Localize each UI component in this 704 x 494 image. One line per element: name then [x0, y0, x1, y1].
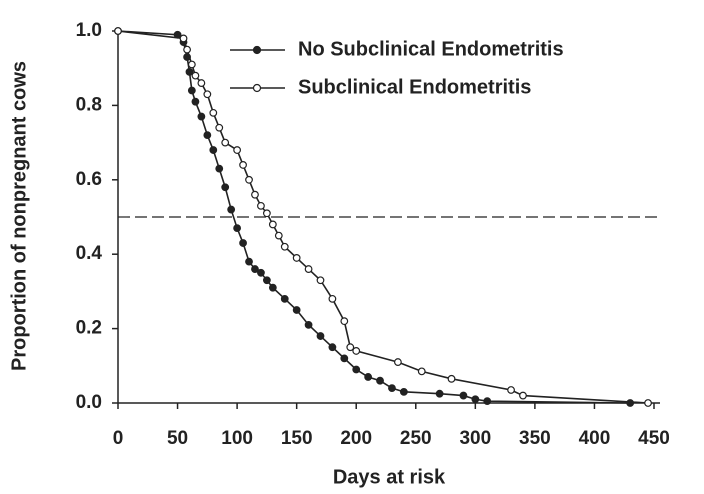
x-tick-label: 200	[340, 428, 372, 449]
data-point	[644, 399, 652, 407]
data-point	[399, 387, 408, 396]
data-point	[233, 146, 242, 154]
x-tick-label: 350	[519, 428, 551, 449]
data-point	[251, 265, 259, 273]
data-point	[292, 306, 301, 314]
data-point	[388, 384, 396, 393]
data-point	[245, 257, 253, 266]
data-point	[417, 367, 426, 376]
y-tick-label: 0.8	[76, 94, 102, 115]
data-point	[304, 265, 313, 273]
data-point	[268, 220, 277, 229]
x-tick-label: 50	[167, 428, 188, 449]
data-point	[185, 68, 194, 76]
x-tick-label: 400	[579, 428, 611, 449]
y-tick-label: 0.6	[76, 169, 102, 190]
data-point	[221, 138, 230, 147]
y-axis-title: Proportion of nonpregnant cows	[8, 61, 30, 371]
data-point	[262, 209, 271, 218]
data-point	[197, 112, 206, 121]
data-point	[114, 27, 122, 35]
x-tick-label: 150	[281, 428, 313, 449]
data-point	[280, 242, 289, 251]
data-point	[191, 71, 200, 80]
data-point	[376, 376, 384, 385]
data-point	[215, 164, 224, 173]
data-point	[197, 79, 206, 87]
x-tick-label: 100	[221, 428, 253, 449]
data-point	[215, 123, 224, 132]
data-point	[394, 358, 402, 366]
x-axis-title: Days at risk	[333, 466, 446, 488]
data-point	[257, 201, 265, 210]
data-point	[239, 161, 247, 169]
data-point	[364, 373, 373, 381]
data-point	[209, 108, 218, 117]
y-tick-label: 0.2	[76, 318, 102, 339]
data-point	[227, 205, 236, 214]
legend-label: Subclinical Endometritis	[298, 76, 531, 98]
data-point	[471, 395, 480, 404]
x-tick-label: 450	[638, 428, 670, 449]
data-point	[187, 86, 196, 95]
data-point	[316, 332, 325, 340]
data-point	[221, 183, 230, 192]
data-point	[435, 389, 444, 398]
data-point	[507, 386, 515, 394]
data-point	[268, 283, 277, 292]
data-point	[304, 320, 313, 329]
data-point	[280, 294, 289, 303]
x-tick-label: 300	[459, 428, 491, 449]
data-point	[239, 239, 247, 247]
data-point	[328, 294, 337, 303]
data-point	[459, 391, 468, 400]
legend-label: No Subclinical Endometritis	[298, 38, 564, 60]
data-point	[209, 146, 218, 154]
legend-marker	[252, 45, 262, 55]
data-point	[352, 347, 361, 355]
data-point	[179, 34, 188, 43]
data-point	[292, 254, 301, 262]
data-point	[626, 399, 635, 407]
data-point	[483, 397, 492, 406]
data-point	[245, 175, 253, 184]
data-point	[191, 97, 200, 106]
data-point	[447, 374, 456, 383]
data-point	[262, 276, 271, 285]
data-point	[519, 391, 527, 400]
data-point	[203, 90, 212, 99]
y-tick-label: 0.4	[76, 243, 103, 264]
data-point	[316, 276, 325, 285]
data-point	[274, 231, 283, 240]
data-point	[340, 317, 349, 326]
data-point	[346, 343, 355, 352]
data-point	[352, 365, 361, 374]
legend-marker	[252, 83, 262, 93]
data-point	[340, 354, 349, 363]
data-point	[203, 131, 212, 140]
x-tick-label: 250	[400, 428, 432, 449]
x-tick-label: 0	[113, 428, 124, 449]
data-point	[257, 268, 265, 277]
y-tick-label: 0.0	[76, 392, 102, 413]
data-point	[251, 190, 259, 199]
data-point	[233, 224, 242, 233]
data-point	[183, 45, 191, 54]
data-point	[187, 60, 196, 69]
data-point	[328, 343, 337, 352]
y-tick-label: 1.0	[76, 20, 102, 41]
